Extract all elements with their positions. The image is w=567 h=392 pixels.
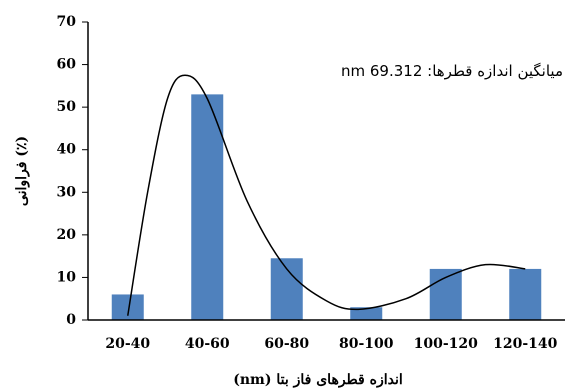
x-tick-label: 100-120 <box>414 336 479 352</box>
y-tick-label: 30 <box>57 184 77 200</box>
y-tick-label: 0 <box>66 312 76 328</box>
x-tick-label: 60-80 <box>264 336 309 352</box>
x-tick-label: 20-40 <box>105 336 150 352</box>
y-tick-label: 20 <box>57 227 77 243</box>
x-tick-label: 40-60 <box>185 336 230 352</box>
fit-curve <box>127 74 526 316</box>
y-tick-label: 50 <box>57 99 77 115</box>
bar <box>429 268 462 320</box>
bar <box>350 307 383 320</box>
x-axis-label: اندازه قطرهای فاز بتا (nm) <box>233 372 402 388</box>
x-tick-label: 120-140 <box>493 336 558 352</box>
annotation: میانگین اندازه قطرها: 69.312 nm <box>340 62 563 80</box>
y-tick-label: 10 <box>57 269 77 285</box>
x-tick-label: 80-100 <box>339 336 394 352</box>
bar <box>191 94 224 320</box>
y-axis-label: فراوانی (٪) <box>14 136 30 206</box>
y-tick-label: 60 <box>57 57 77 73</box>
y-tick-label: 70 <box>57 14 77 30</box>
bar <box>509 268 542 320</box>
bar <box>270 258 303 320</box>
bar <box>111 294 144 320</box>
y-tick-label: 40 <box>57 142 77 158</box>
